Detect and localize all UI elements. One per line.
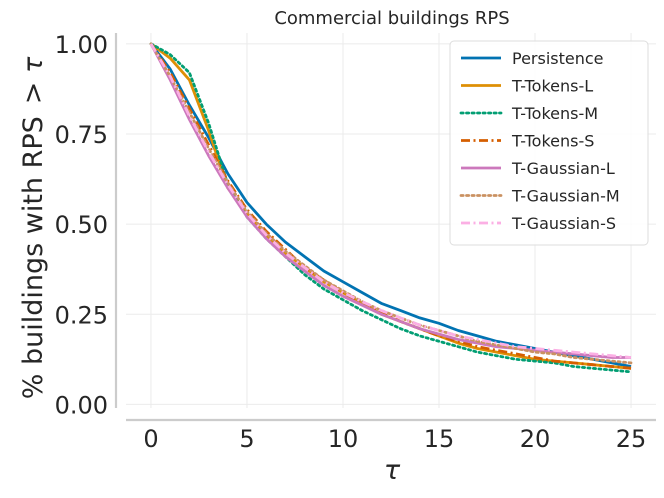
x-tick-label: 20 [520,425,551,453]
legend-label-t-gaussian-m: T-Gaussian-M [511,187,620,206]
x-tick-label: 5 [239,425,254,453]
series-lines [149,42,633,374]
y-axis-label: % buildings with RPS > τ [18,56,49,399]
y-tick-labels: 0.00 0.25 0.50 0.75 1.00 [55,31,108,420]
legend-label-t-tokens-l: T-Tokens-L [511,77,593,96]
y-tick-label: 0.75 [55,121,108,149]
legend-label-t-tokens-s: T-Tokens-S [511,132,594,151]
x-tick-label: 10 [328,425,359,453]
y-axis-label-math: > τ [18,56,49,104]
chart-title: Commercial buildings RPS [274,8,509,29]
y-axis-label-text: % buildings with RPS [18,116,49,399]
legend-label-t-gaussian-s: T-Gaussian-S [511,214,616,233]
y-tick-label: 1.00 [55,31,108,59]
x-tick-labels: 0 5 10 15 20 25 [143,425,646,453]
y-tick-label: 0.00 [55,391,108,419]
legend-frame [449,40,649,246]
legend-label-t-tokens-m: T-Tokens-M [511,104,598,123]
legend-label-t-gaussian-l: T-Gaussian-L [511,159,615,178]
y-tick-label: 0.50 [55,211,108,239]
legend: Persistence T-Tokens-L T-Tokens-M T-Tokens-… [449,40,649,246]
y-tick-label: 0.25 [55,301,108,329]
legend-label-persistence: Persistence [512,49,604,68]
x-tick-label: 15 [424,425,455,453]
x-tick-label: 25 [616,425,647,453]
series-line-t-gaussian-s [149,43,632,359]
x-tick-label: 0 [143,425,158,453]
series-line-t-gaussian-l [149,43,631,359]
x-axis-label: τ [384,455,401,486]
